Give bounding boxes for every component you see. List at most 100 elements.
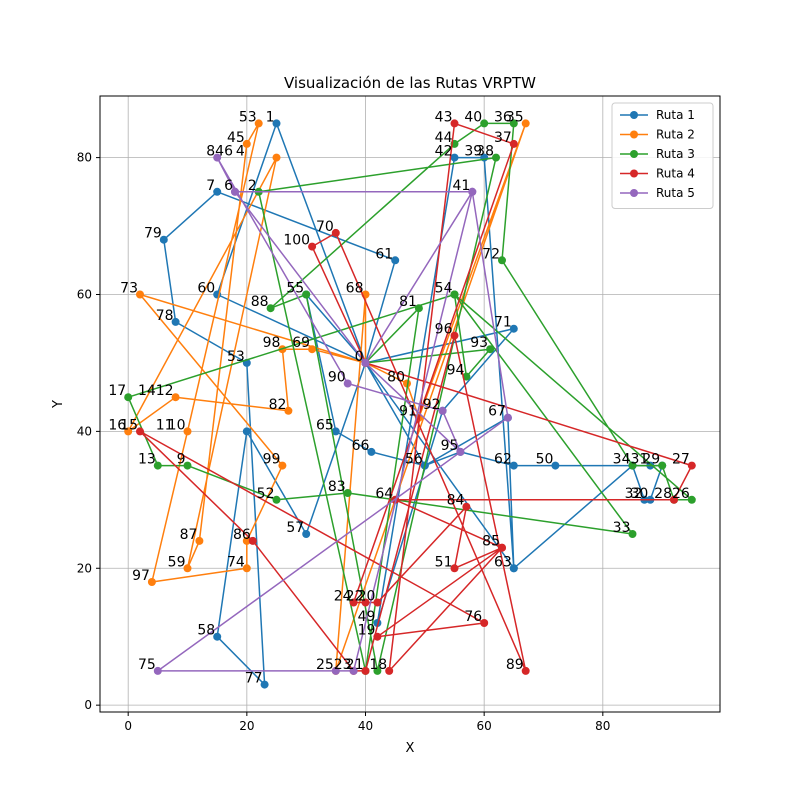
node-label: 36 — [494, 109, 512, 125]
node-label: 33 — [613, 520, 631, 536]
node-label: 39 — [464, 144, 482, 160]
node-label: 44 — [435, 130, 453, 146]
legend-marker — [630, 111, 638, 119]
node-label: 97 — [132, 568, 150, 584]
node-label: 15 — [120, 417, 138, 433]
route-point — [385, 666, 394, 675]
route-point — [147, 578, 156, 586]
route-point — [136, 290, 144, 299]
route-point — [302, 530, 311, 538]
node-label: 41 — [452, 178, 470, 194]
node-label: 55 — [286, 281, 304, 297]
route-point — [183, 564, 192, 573]
route-point — [302, 290, 311, 299]
route-point — [498, 256, 506, 265]
route-point — [183, 427, 192, 436]
route-line — [127, 122, 693, 672]
route-point — [195, 536, 204, 545]
node-label: 92 — [423, 397, 441, 413]
node-label: 0 — [355, 349, 364, 365]
route-point — [248, 536, 257, 545]
route-3 — [124, 119, 696, 675]
node-label: 13 — [138, 452, 156, 468]
route-point — [349, 598, 358, 607]
node-label: 67 — [488, 404, 506, 420]
legend-entry: Ruta 5 — [620, 186, 695, 200]
node-label: 4 — [236, 144, 245, 160]
route-point — [272, 153, 281, 162]
node-label: 16 — [108, 417, 126, 433]
node-label: 20 — [358, 589, 376, 605]
node-label: 53 — [239, 109, 257, 125]
route-point — [331, 427, 340, 436]
y-tick-label: 40 — [77, 424, 92, 438]
node-label: 21 — [346, 657, 364, 673]
route-point — [658, 461, 667, 470]
node-label: 62 — [494, 452, 512, 468]
route-point — [171, 317, 180, 326]
legend-label: Ruta 4 — [656, 167, 695, 181]
chart-title: Visualización de las Rutas VRPTW — [284, 74, 536, 92]
node-label: 90 — [328, 370, 346, 386]
node-label: 71 — [494, 315, 512, 331]
route-point — [687, 495, 696, 504]
node-label: 60 — [197, 281, 215, 297]
node-label: 82 — [269, 397, 287, 413]
node-label: 94 — [447, 363, 465, 379]
route-point — [521, 119, 530, 128]
x-tick-label: 20 — [239, 719, 254, 733]
route-point — [331, 666, 340, 675]
route-point — [492, 153, 500, 162]
node-label: 100 — [283, 233, 310, 249]
y-tick-label: 20 — [77, 561, 92, 575]
node-label: 29 — [642, 452, 660, 468]
legend-label: Ruta 3 — [656, 147, 695, 161]
route-point — [213, 153, 222, 162]
node-label: 34 — [613, 452, 631, 468]
route-point — [136, 427, 144, 436]
route-point — [438, 406, 447, 415]
node-label: 63 — [494, 554, 512, 570]
route-point — [414, 304, 423, 313]
node-label: 76 — [464, 609, 482, 625]
node-label: 99 — [263, 452, 281, 468]
node-label: 79 — [144, 226, 162, 242]
node-label: 56 — [405, 452, 423, 468]
node-label: 25 — [316, 657, 334, 673]
node-label: 75 — [138, 657, 156, 673]
node-label: 68 — [346, 281, 364, 297]
legend-marker — [630, 189, 638, 197]
route-point — [450, 564, 459, 573]
legend-entry: Ruta 4 — [620, 167, 695, 181]
route-point — [361, 598, 370, 607]
legend-label: Ruta 5 — [656, 186, 695, 200]
route-point — [450, 290, 459, 299]
route-point — [183, 461, 192, 470]
node-label: 31 — [630, 452, 648, 468]
node-label: 42 — [435, 144, 453, 160]
y-tick-label: 80 — [77, 151, 92, 165]
node-label: 23 — [334, 657, 352, 673]
route-point — [242, 564, 251, 573]
route-point — [670, 495, 678, 504]
node-label: 78 — [156, 308, 174, 324]
node-label: 93 — [470, 335, 488, 351]
node-label: 72 — [482, 246, 500, 262]
y-tick-label: 60 — [77, 287, 92, 301]
route-point — [486, 345, 495, 354]
legend: Ruta 1 Ruta 2 Ruta 3 Ruta 4 Ruta 5 — [611, 102, 714, 209]
node-label: 30 — [630, 486, 648, 502]
route-point — [159, 235, 168, 244]
node-label: 70 — [316, 219, 334, 235]
route-point — [509, 564, 518, 573]
legend-entry: Ruta 2 — [620, 128, 695, 142]
node-label: 69 — [292, 335, 310, 351]
node-label: 98 — [263, 335, 281, 351]
route-point — [254, 119, 263, 128]
node-label: 73 — [120, 281, 138, 297]
node-label: 58 — [197, 623, 215, 639]
node-label: 65 — [316, 417, 334, 433]
node-label: 88 — [251, 294, 269, 310]
